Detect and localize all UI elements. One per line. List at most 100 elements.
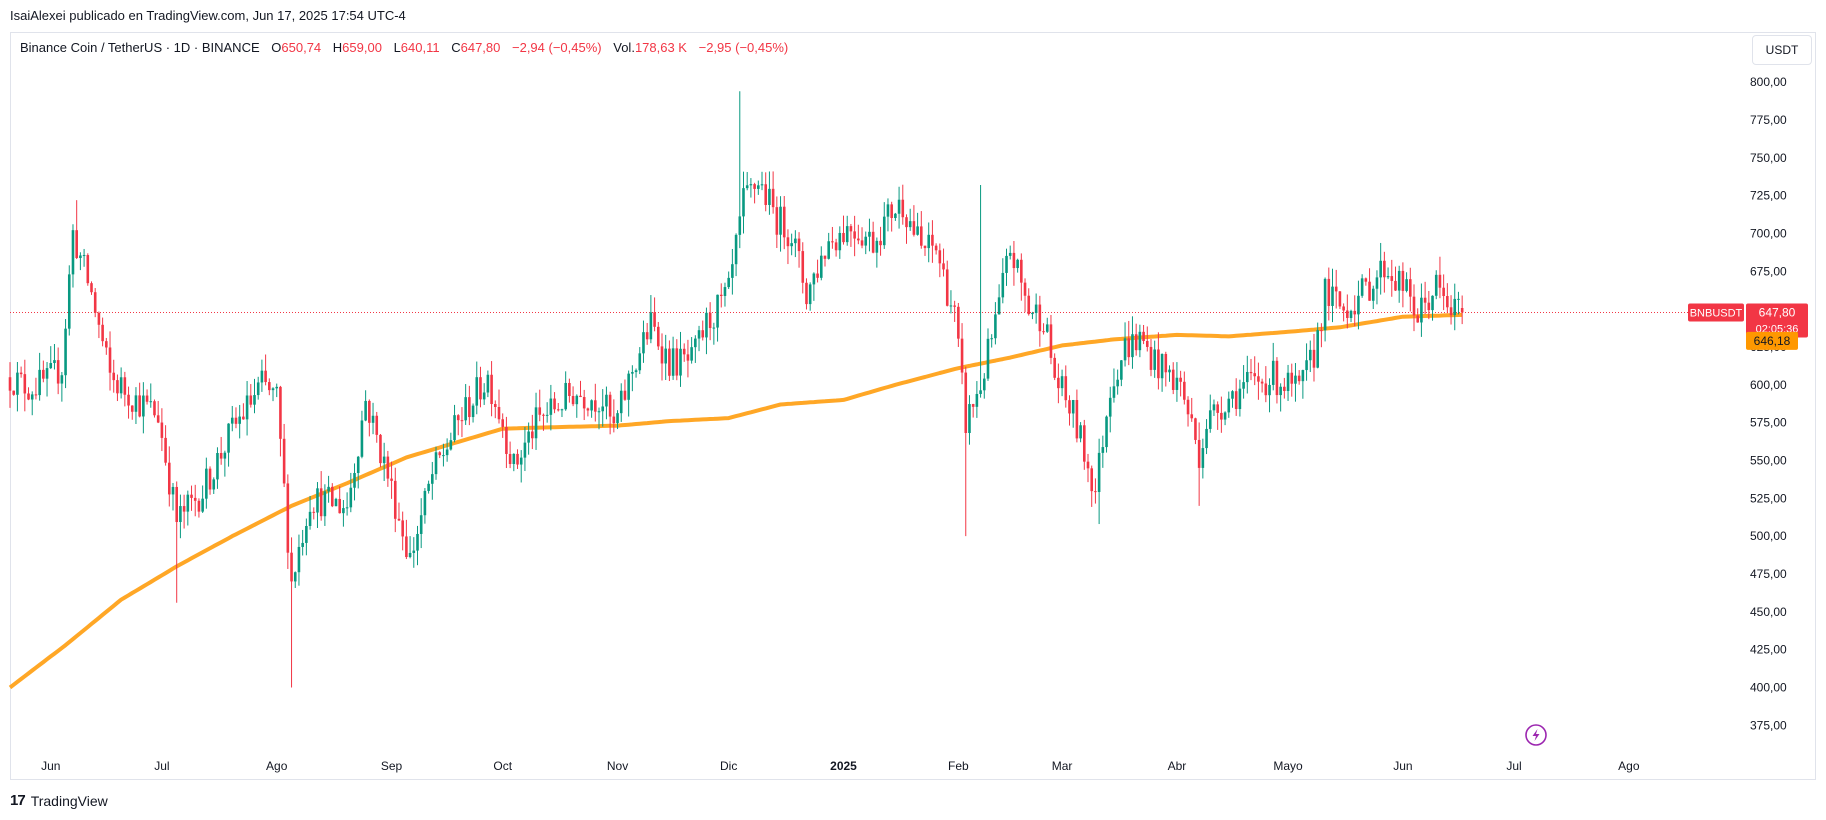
candle-body: [1116, 379, 1119, 387]
candle-body: [712, 327, 716, 329]
candle-body: [979, 390, 982, 394]
candle-body: [1320, 330, 1323, 332]
tradingview-brand[interactable]: 17 TradingView: [10, 792, 108, 809]
candle-body: [975, 393, 979, 407]
y-tick-label: 675,00: [1750, 264, 1787, 278]
y-tick-label: 375,00: [1750, 718, 1787, 732]
candle-body: [745, 185, 749, 189]
candle-body: [197, 500, 201, 512]
moving-average-layer: [8, 312, 1463, 690]
candle-body: [1197, 439, 1201, 468]
candle-body: [468, 397, 471, 418]
candle-body: [1212, 404, 1216, 411]
candle-body: [460, 420, 464, 422]
candle-body: [923, 245, 927, 249]
candle-body: [268, 382, 271, 391]
candle-body: [486, 374, 490, 393]
candle-body: [838, 232, 842, 251]
candle-body: [1409, 279, 1412, 297]
candle-body: [301, 542, 304, 547]
candle-body: [1346, 310, 1349, 318]
y-tick-label: 800,00: [1750, 75, 1787, 89]
candle-body: [212, 479, 216, 490]
currency-button[interactable]: USDT: [1752, 35, 1812, 65]
candle-body: [1068, 400, 1071, 414]
candle-body: [971, 404, 975, 407]
candle-body: [156, 415, 160, 423]
symbol-title[interactable]: Binance Coin / TetherUS · 1D · BINANCE: [20, 40, 260, 55]
candle-body: [960, 338, 964, 373]
candle-body: [1071, 399, 1075, 414]
candle-body: [675, 348, 679, 376]
candle-body: [1086, 461, 1090, 469]
candle-body: [934, 245, 938, 251]
ma-price-value: 646,18: [1754, 334, 1791, 348]
candle-body: [1442, 287, 1445, 297]
candle-body: [968, 404, 971, 433]
candle-body: [1008, 252, 1012, 256]
candle-body: [553, 398, 556, 410]
candle-body: [1127, 338, 1131, 358]
candle-body: [953, 305, 956, 307]
candle-body: [1142, 331, 1145, 342]
candle-body: [697, 330, 701, 339]
candle-body: [916, 226, 919, 235]
candle-body: [549, 398, 553, 415]
candle-body: [1294, 375, 1297, 384]
candle-body: [360, 420, 364, 457]
candle-body: [108, 347, 112, 373]
candle-body: [1157, 349, 1160, 379]
candle-body: [1264, 383, 1268, 396]
candle-body: [757, 185, 760, 189]
candle-body: [1183, 381, 1186, 400]
candle-body: [275, 386, 279, 389]
candle-body: [1323, 278, 1327, 331]
symbol-legend: Binance Coin / TetherUS · 1D · BINANCE O…: [20, 40, 788, 55]
candle-body: [753, 184, 756, 189]
candle-body: [556, 409, 560, 411]
candle-body: [453, 415, 456, 441]
candle-body: [994, 314, 997, 339]
candle-body: [845, 226, 849, 243]
candle-body: [927, 234, 931, 249]
candle-body: [1334, 286, 1338, 292]
candle-body: [682, 348, 686, 355]
open-value: 650,74: [281, 40, 322, 55]
candle-body: [1260, 381, 1264, 384]
candle-body: [1253, 373, 1257, 377]
candle-body: [649, 312, 653, 340]
candle-body: [386, 456, 390, 479]
publisher-line: IsaiAlexei publicado en TradingView.com,…: [10, 8, 406, 23]
candle-body: [330, 486, 334, 507]
candle-body: [1342, 306, 1345, 311]
candle-body: [982, 378, 986, 391]
lightning-icon[interactable]: [1525, 724, 1547, 746]
candle-body: [1101, 447, 1105, 453]
candle-body: [1420, 297, 1423, 323]
candle-body: [1149, 346, 1153, 370]
candle-body: [290, 552, 293, 582]
symbol-tag-label: BNBUSDT: [1690, 307, 1743, 319]
x-tick-label: Ago: [1618, 759, 1640, 773]
symbol-tag: [1688, 303, 1744, 322]
candle-body: [797, 238, 801, 252]
candle-body: [1405, 279, 1408, 291]
candle-body: [834, 242, 838, 251]
candle-body: [438, 452, 442, 456]
candle-body: [631, 372, 634, 374]
candle-body: [1171, 369, 1175, 390]
candle-body: [216, 453, 219, 480]
candle-body: [497, 406, 501, 420]
candle-body: [1216, 404, 1219, 413]
candle-body: [764, 184, 768, 205]
candle-body: [434, 452, 438, 475]
candle-body: [471, 405, 475, 418]
x-tick-label: Mar: [1052, 759, 1073, 773]
open-label: O: [271, 40, 282, 55]
candle-body: [1194, 418, 1197, 440]
candle-body: [379, 434, 382, 464]
x-tick-label: 2025: [830, 759, 857, 773]
candle-body: [801, 251, 805, 283]
candle-body: [642, 332, 645, 354]
